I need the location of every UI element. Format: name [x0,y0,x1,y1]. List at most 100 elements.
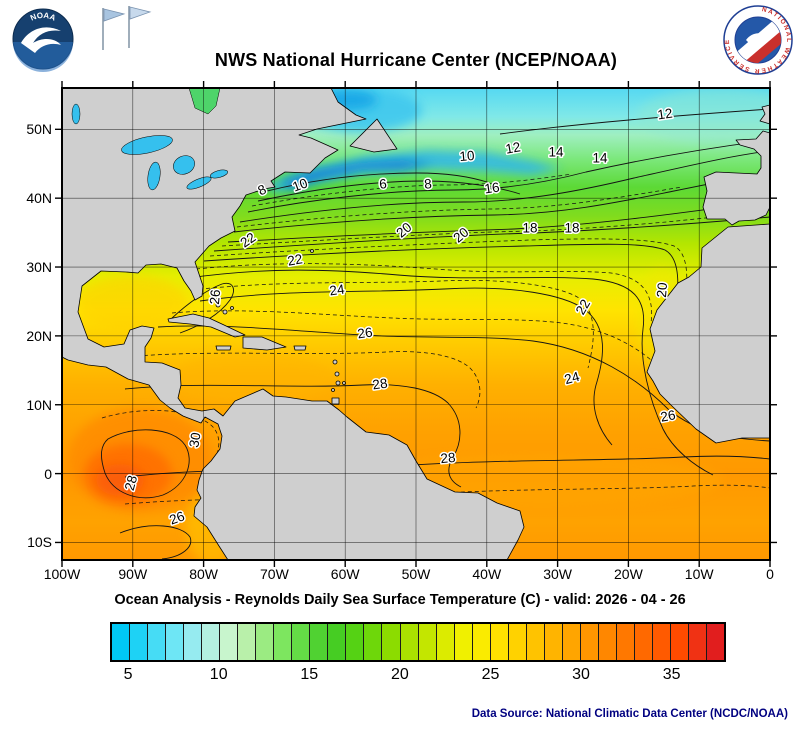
colorbar-segment [130,624,149,660]
land-puerto-rico [293,345,307,351]
landmasses [62,88,770,560]
colorbar-segment [292,624,311,660]
colorbar-segment [238,624,257,660]
noaa-logo-text: NOAA [29,11,57,23]
lon-tick-label: 80W [189,566,218,582]
contour-label: 14 [548,145,564,160]
contour-label: 26 [167,508,186,527]
lake-superior [121,135,173,155]
contour-label: 12 [504,139,521,156]
lake-ontario [210,169,228,179]
lat-tick-label: 20N [26,327,52,344]
colorbar-tick-labels: 5 10 15 20 25 30 35 [110,666,726,686]
colorbar-segment [346,624,365,660]
lake-erie [186,176,212,190]
colorbar-segment [364,624,383,660]
page-title: NWS National Hurricane Center (NCEP/NOAA… [214,50,618,70]
lon-tick-label: 100W [43,566,81,582]
land-newfoundland [349,118,398,153]
colorbar-tick-label: 15 [300,666,319,683]
lat-tick-label: 50N [26,121,52,138]
noaa-logo-sea [13,42,73,72]
lon-tick-label: 10W [684,566,714,582]
colorbar-segment [472,624,491,660]
lat-tick-label: 0 [44,465,52,482]
temperature-colorbar [110,622,726,662]
map-frame [61,87,771,561]
data-source-note: Data Source: National Climatic Data Cent… [471,708,788,720]
noaa-logo: NOAA [12,8,74,72]
nws-gull-icon [746,33,767,43]
colorbar-segment [436,624,455,660]
hudson-bay [188,88,221,115]
colorbar-segment [454,624,473,660]
colorbar-segment [490,624,509,660]
colorbar-segment [616,624,635,660]
contour-label: 16 [484,180,501,197]
contour-label: 18 [522,221,537,236]
lon-tick-label: 60W [330,566,360,582]
colorbar-segment [418,624,437,660]
land-trinidad [331,397,340,405]
land-hispaniola [242,336,287,351]
colorbar-segment [580,624,599,660]
colorbar-segment [526,624,545,660]
lon-tick-label: 20W [613,566,643,582]
colorbar-segment [652,624,671,660]
lon-tick-label: 40W [472,566,502,582]
colorbar-tick-label: 30 [572,666,590,683]
colorbar-segment [256,624,275,660]
colorbar-segment [274,624,293,660]
colorbar-tick-label: 5 [123,666,133,683]
land-americas [62,88,525,560]
lat-tick-label: 10S [27,534,52,551]
contour-label: 10 [290,175,309,194]
lon-tick-label: 30W [543,566,572,582]
lon-tick-label: 0 [766,566,774,582]
colorbar-segment [544,624,563,660]
colorbar-segment [670,624,689,660]
lon-tick-label: 70W [259,566,289,582]
contour-label: 26 [357,325,374,342]
signal-flags-icon [102,6,152,50]
colorbar-segment [562,624,581,660]
land-england [759,104,770,125]
colorbar-segment [310,624,329,660]
colorbar-segment [508,624,527,660]
contour-label: 14 [592,151,608,166]
colorbar-segment [689,624,708,660]
colorbar-segment [400,624,419,660]
colorbar-segment [598,624,617,660]
contour-label: 22 [286,251,303,268]
contour-label: 26 [207,289,223,305]
land-jamaica [215,345,232,351]
contour-label: 28 [122,474,140,492]
contour-label: 8 [424,176,433,192]
colorbar-segment [202,624,221,660]
svg-text:NOAA: NOAA [29,11,57,23]
contour-label: 12 [657,106,674,123]
grid-layer [55,81,777,567]
land-europe [702,130,770,226]
colorbar-tick-label: 10 [209,666,228,683]
nws-logo-band-red [742,30,781,63]
lat-tick-label: 30N [26,259,52,276]
nws-logo: NATIONAL WEATHER SERVICE [723,5,793,75]
colorbar-segment [166,624,185,660]
contour-label: 26 [659,407,676,424]
map-subtitle: Ocean Analysis - Reynolds Daily Sea Surf… [114,592,686,608]
colorbar-segment [707,624,725,660]
lake-huron [173,155,195,175]
colorbar-segment [382,624,401,660]
contour-label: 24 [563,369,582,388]
colorbar-segment [634,624,653,660]
sst-patches [68,88,770,560]
contour-label: 18 [564,221,579,236]
lon-tick-label: 50W [401,566,431,582]
contour-label: 28 [372,376,389,393]
lake-michigan [147,161,161,191]
colorbar-tick-label: 35 [662,666,681,683]
contour-label: 10 [459,148,475,164]
noaa-seagull-icon [21,27,61,53]
